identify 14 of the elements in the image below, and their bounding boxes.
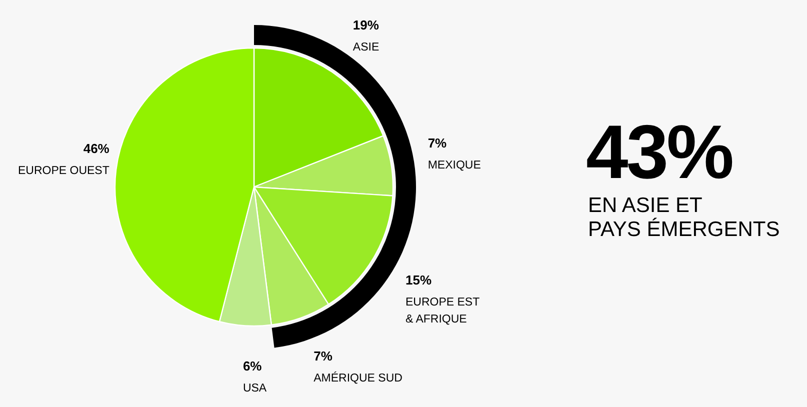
data-label: 46%: [83, 140, 110, 156]
slice-label: MEXIQUE: [428, 159, 482, 172]
data-label: 6%: [242, 358, 262, 374]
data-label: 19%: [352, 17, 380, 32]
data-label: 7%: [314, 348, 333, 364]
slice-label: EUROPE OUEST: [18, 164, 110, 177]
slice-label: AMÉRIQUE SUD: [314, 372, 402, 385]
text: EN ASIE ET PAYS ÉMERGENTS: [588, 194, 780, 241]
slice-label: USA: [242, 382, 267, 395]
text: 43%: [586, 110, 733, 195]
data-label: 15%: [405, 272, 432, 288]
data-label: 7%: [428, 135, 448, 150]
slice-label: ASIE: [352, 41, 380, 54]
slice-label: EUROPE EST & AFRIQUE: [405, 296, 480, 326]
